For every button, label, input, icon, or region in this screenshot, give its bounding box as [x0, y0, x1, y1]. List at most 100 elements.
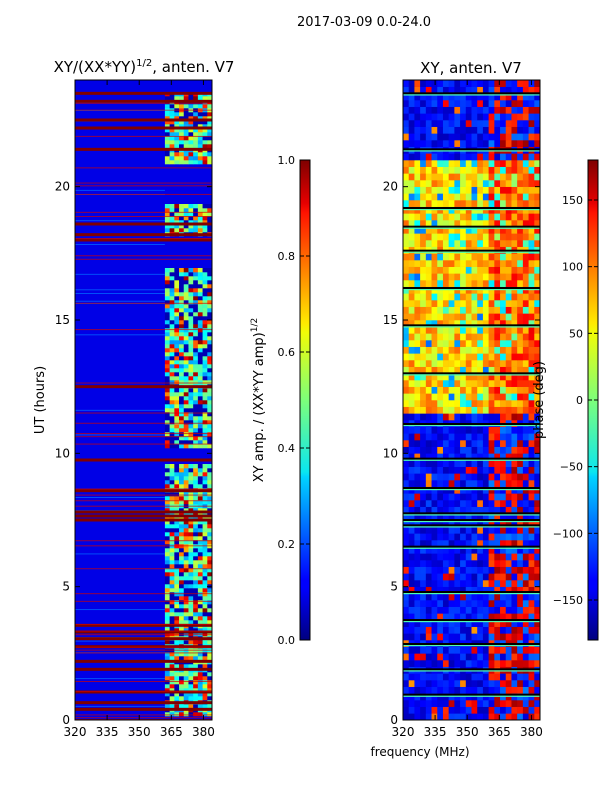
heatmap-cell [197, 616, 203, 621]
heatmap-cell [505, 566, 512, 574]
heatmap-cell [448, 433, 455, 441]
heatmap-cell [517, 713, 524, 721]
heatmap-cell [465, 300, 472, 307]
gap-row [403, 519, 540, 521]
heatmap-cell [460, 706, 467, 714]
heatmap-cell [477, 506, 484, 514]
heatmap-cell [174, 524, 180, 529]
heatmap-cell [202, 316, 208, 321]
heatmap-cell [169, 612, 175, 617]
heatmap-cell [207, 104, 213, 109]
heatmap-cell [442, 600, 449, 607]
heatmap-cell [477, 453, 484, 461]
heatmap-cell [414, 93, 421, 101]
heatmap-cell [193, 616, 199, 621]
heatmap-cell [408, 233, 415, 241]
heatmap-cell [179, 360, 185, 365]
heatmap-cell [164, 432, 170, 437]
heatmap-cell [188, 704, 194, 709]
heatmap-cell [174, 308, 180, 313]
heatmap-cell [193, 520, 199, 525]
heatmap-cell [431, 166, 438, 174]
heatmap-cell [403, 353, 410, 361]
heatmap-cell [482, 626, 489, 634]
heatmap-cell [500, 466, 507, 474]
gap-row [403, 693, 540, 696]
heatmap-cell [505, 160, 512, 167]
heatmap-cell [197, 480, 203, 485]
heatmap-cell [511, 673, 518, 681]
flagged-row [75, 707, 212, 711]
heatmap-cell [174, 528, 180, 533]
heatmap-cell [517, 480, 524, 487]
heatmap-cell [454, 460, 461, 467]
heatmap-cell [460, 426, 467, 434]
heatmap-cell [202, 136, 208, 141]
heatmap-cell [164, 444, 170, 449]
heatmap-cell [511, 260, 518, 267]
gap-row [403, 372, 540, 375]
heatmap-cell [482, 326, 489, 334]
heatmap-cell [188, 696, 194, 701]
heatmap-cell [454, 566, 461, 574]
heatmap-cell [179, 152, 185, 157]
heatmap-cell [500, 593, 507, 601]
heatmap-cell [494, 140, 501, 147]
heatmap-cell [511, 93, 518, 101]
heatmap-cell [420, 606, 427, 614]
heatmap-cell [197, 468, 203, 473]
heatmap-cell [448, 93, 455, 101]
heatmap-cell [522, 360, 529, 367]
heatmap-cell [174, 160, 180, 165]
heatmap-cell [511, 326, 518, 334]
heatmap-cell [517, 526, 524, 534]
heatmap-cell [197, 332, 203, 337]
heatmap-cell [420, 340, 427, 347]
heatmap-cell [425, 266, 432, 274]
heatmap-cell [403, 400, 410, 407]
heatmap-cell [477, 400, 484, 407]
heatmap-cell [202, 112, 208, 117]
heatmap-cell [517, 393, 524, 401]
heatmap-cell [408, 260, 415, 267]
heatmap-cell [188, 468, 194, 473]
heatmap-cell [477, 93, 484, 101]
gap-row-edge [403, 150, 540, 152]
heatmap-cell [522, 380, 529, 387]
heatmap-cell [408, 153, 415, 161]
heatmap-cell [517, 533, 524, 541]
heatmap-cell [202, 292, 208, 297]
heatmap-cell [448, 260, 455, 267]
heatmap-cell [169, 308, 175, 313]
heatmap-cell [207, 588, 213, 593]
heatmap-cell [202, 500, 208, 505]
heatmap-cell [465, 466, 472, 474]
heatmap-cell [477, 493, 484, 501]
heatmap-cell [448, 506, 455, 514]
heatmap-cell [500, 386, 507, 394]
heatmap-cell [207, 96, 213, 101]
heatmap-cell [188, 616, 194, 621]
heatmap-cell [179, 320, 185, 325]
heatmap-cell [183, 560, 189, 565]
heatmap-cell [528, 593, 535, 601]
heatmap-cell [460, 240, 467, 247]
heatmap-cell [431, 480, 438, 487]
heatmap-cell [477, 680, 484, 687]
heatmap-cell [482, 273, 489, 281]
heatmap-cell [517, 360, 524, 367]
heatmap-cell [179, 348, 185, 353]
heatmap-cell [477, 373, 484, 381]
heatmap-cell [179, 272, 185, 277]
heatmap-cell [460, 353, 467, 361]
heatmap-cell [471, 413, 478, 421]
heatmap-cell [188, 308, 194, 313]
heatmap-cell [500, 433, 507, 441]
heatmap-cell [193, 568, 199, 573]
heatmap-cell [193, 688, 199, 693]
heatmap-cell [505, 113, 512, 121]
heatmap-cell [202, 536, 208, 541]
heatmap-cell [465, 353, 472, 361]
heatmap-cell [482, 500, 489, 507]
heatmap-cell [482, 613, 489, 621]
